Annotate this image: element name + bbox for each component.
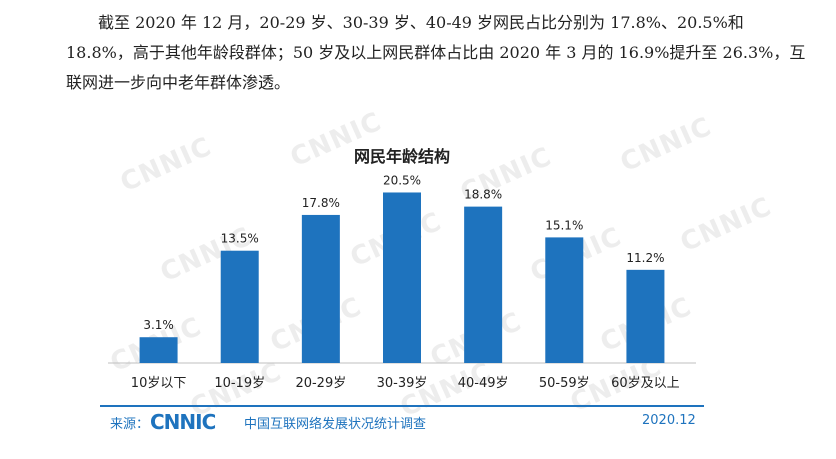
source-label: 来源： <box>110 417 150 432</box>
chart-title: 网民年龄结构 <box>354 147 450 166</box>
data-label-5: 15.1% <box>545 218 583 232</box>
bar-1 <box>220 250 259 363</box>
source-date: 2020.12 <box>642 413 696 428</box>
bar-5 <box>545 237 584 363</box>
bar-0 <box>139 337 178 363</box>
data-label-6: 11.2% <box>626 251 664 265</box>
category-label-3: 30-39岁 <box>377 376 428 391</box>
category-label-1: 10-19岁 <box>214 376 265 391</box>
source-text: 中国互联网络发展状况统计调查 <box>244 417 427 432</box>
intro-paragraph: 截至 2020 年 12 月，20-29 岁、30-39 岁、40-49 岁网民… <box>66 13 806 92</box>
data-label-0: 3.1% <box>143 318 174 332</box>
category-label-5: 50-59岁 <box>539 376 590 391</box>
bar-6 <box>626 269 665 363</box>
data-label-3: 20.5% <box>383 173 421 187</box>
chart-panel: CNNIC CNNIC CNNIC CNNIC CNNIC CNNIC CNNIC CNNIC… <box>98 107 776 442</box>
category-label-0: 10岁以下 <box>131 376 187 391</box>
bar-4 <box>464 206 503 363</box>
data-label-2: 17.8% <box>302 196 340 210</box>
bar-3 <box>383 192 421 363</box>
bar-2 <box>301 214 340 363</box>
category-label-4: 40-49岁 <box>458 376 509 391</box>
age-structure-bar-chart: 网民年龄结构 3.1% 10岁以下 13.5% 10-19岁 17.8% 20-29岁 20.… <box>108 147 696 391</box>
category-label-6: 60岁及以上 <box>611 376 680 391</box>
category-label-2: 20-29岁 <box>295 376 346 391</box>
data-label-1: 13.5% <box>221 232 259 246</box>
footer-divider <box>100 405 704 407</box>
data-label-4: 18.8% <box>464 188 502 202</box>
cnnic-logo: CNNIC <box>150 410 216 434</box>
